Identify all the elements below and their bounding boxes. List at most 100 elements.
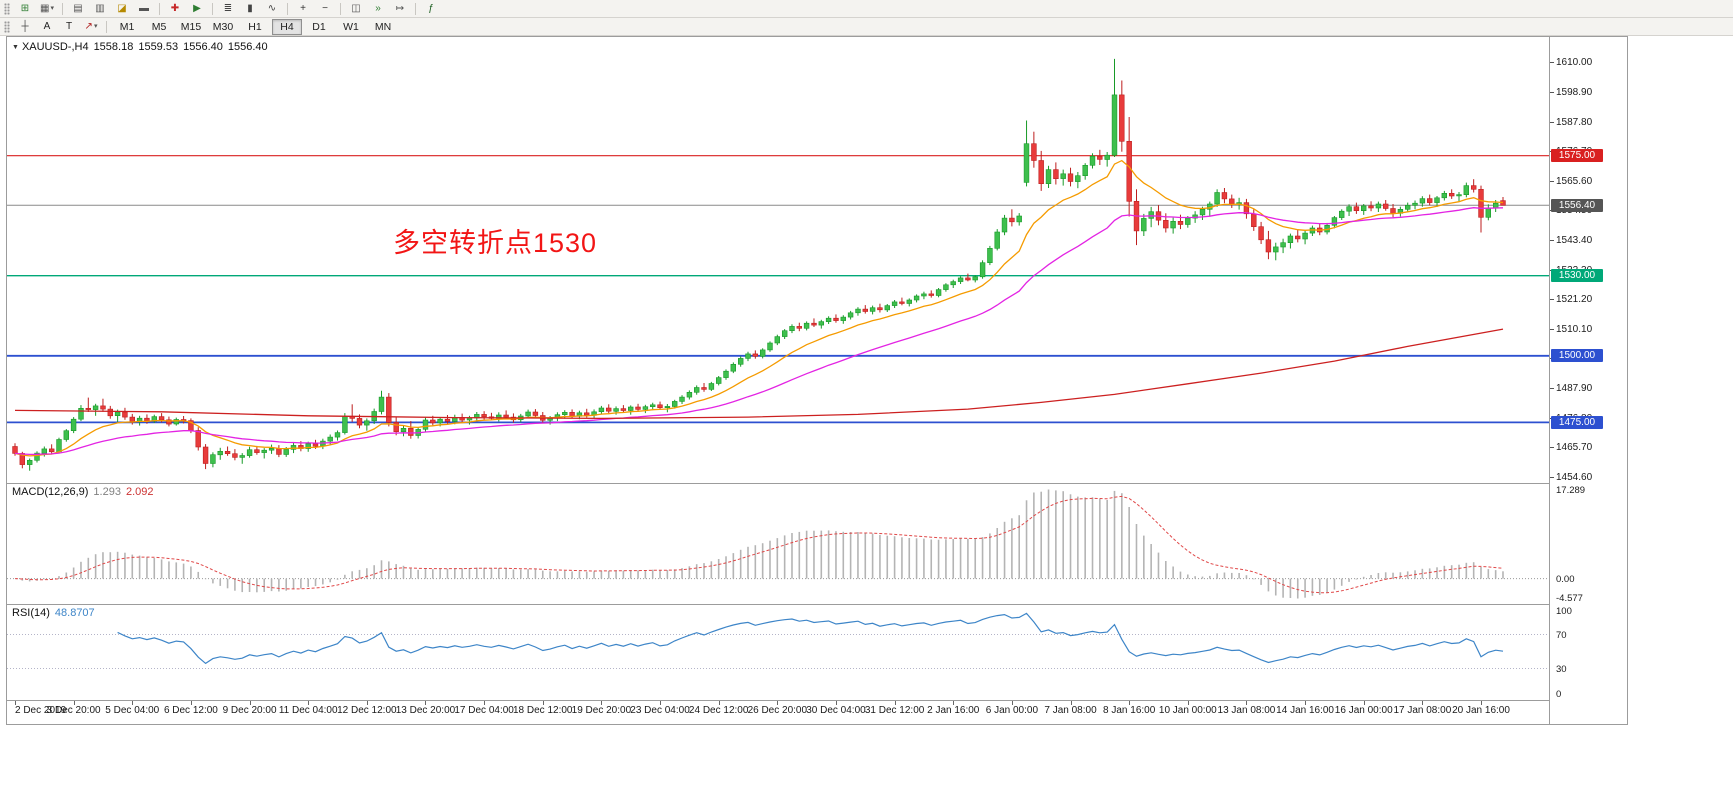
- price-axis[interactable]: 1610.001598.901587.801576.701565.601554.…: [1549, 37, 1627, 724]
- zoom-out-icon[interactable]: −: [322, 2, 328, 14]
- time-axis-label: 13 Jan 08:00: [1217, 705, 1276, 716]
- arrows-tool[interactable]: ↗ ▾: [84, 20, 98, 32]
- collapse-triangle-icon[interactable]: ▼: [12, 44, 19, 51]
- profiles-icon[interactable]: ▦ ▾: [40, 2, 54, 14]
- text-tool[interactable]: A: [43, 20, 51, 32]
- price-tick-label: 1565.60: [1556, 175, 1593, 187]
- price-level-badge[interactable]: 1530.00: [1551, 269, 1603, 282]
- price-tick-mark: [1550, 329, 1554, 330]
- time-tick: [777, 701, 779, 705]
- time-axis-label: 14 Jan 16:00: [1276, 705, 1334, 716]
- rsi-canvas[interactable]: [7, 605, 1549, 700]
- macd-axis-label: 17.289: [1556, 485, 1586, 496]
- navigator-icon[interactable]: ◪: [117, 2, 127, 14]
- standard-toolbar-icons: ⊞ ▦ ▾ ▤ ▥ ◪ ▬ ✚ ▶ ≣ ▮ ∿ + − ◫ » ↦ ƒ: [14, 1, 442, 17]
- chevron-down-icon: ▾: [50, 4, 54, 12]
- rsi-panel[interactable]: RSI(14) 48.8707: [7, 605, 1549, 701]
- terminal-icon[interactable]: ▬: [139, 2, 149, 14]
- time-axis-label: 2 Jan 16:00: [927, 705, 980, 716]
- timeframe-button-h4[interactable]: H4: [272, 18, 302, 35]
- price-tick-label: 1454.60: [1556, 471, 1593, 483]
- price-level-badge[interactable]: 1500.00: [1551, 349, 1603, 362]
- time-axis-label: 26 Dec 20:00: [747, 705, 808, 716]
- toolbar-separator: [340, 2, 341, 15]
- macd-axis-label: -4.577: [1556, 593, 1583, 604]
- toolbar-separator: [212, 2, 213, 15]
- rsi-axis-label: 70: [1556, 629, 1567, 641]
- time-axis-label: 8 Jan 16:00: [1103, 705, 1156, 716]
- time-axis[interactable]: 2 Dec 2019 3 Dec 20:00 5 Dec 04:00 6 Dec 12…: [7, 701, 1549, 723]
- time-axis-label: 13 Dec 20:00: [395, 705, 456, 716]
- macd-name: MACD(12,26,9): [12, 486, 89, 498]
- zoom-in-icon[interactable]: +: [300, 2, 306, 14]
- time-tick: [601, 701, 603, 705]
- time-tick: [542, 701, 544, 705]
- price-level-badge[interactable]: 1575.00: [1551, 149, 1603, 162]
- macd-main-value: 1.293: [93, 486, 121, 498]
- chart-annotation-text[interactable]: 多空转折点1530: [393, 228, 598, 258]
- candlestick-chart-icon[interactable]: ▮: [247, 2, 253, 14]
- auto-scroll-icon[interactable]: »: [375, 2, 381, 14]
- new-chart-icon[interactable]: ⊞: [20, 2, 30, 14]
- macd-axis-label: 0.00: [1556, 573, 1575, 585]
- time-axis-label: 31 Dec 12:00: [864, 705, 925, 716]
- toolbar-grip[interactable]: [4, 2, 10, 15]
- time-tick: [132, 701, 134, 705]
- market-watch-icon[interactable]: ▤: [73, 2, 83, 14]
- new-order-icon[interactable]: ✚: [170, 2, 180, 14]
- chart-window: ▼ XAUUSD-,H4 1558.18 1559.53 1556.40 1556.40 …: [6, 36, 1628, 725]
- crosshair-tool[interactable]: ┼: [21, 20, 29, 32]
- price-tick-mark: [1550, 92, 1554, 93]
- time-tick: [249, 701, 251, 705]
- price-tick-mark: [1550, 299, 1554, 300]
- tile-windows-icon[interactable]: ◫: [351, 2, 361, 14]
- rsi-value: 48.8707: [54, 607, 95, 619]
- timeframe-button-m15[interactable]: M15: [180, 20, 202, 33]
- time-tick: [1246, 701, 1248, 705]
- bar-chart-icon[interactable]: ≣: [223, 2, 233, 14]
- time-tick: [1481, 701, 1482, 705]
- price-tick-label: 1465.70: [1556, 442, 1593, 454]
- timeframe-button-d1[interactable]: D1: [312, 20, 326, 33]
- macd-label: MACD(12,26,9) 1.293 2.092: [12, 486, 158, 498]
- rsi-axis-label: 30: [1556, 663, 1567, 675]
- timeframe-button-m1[interactable]: M1: [119, 20, 135, 33]
- time-tick: [1187, 701, 1189, 705]
- time-axis-label: 5 Dec 04:00: [105, 705, 160, 716]
- time-tick: [1011, 701, 1013, 705]
- time-tick: [835, 701, 837, 705]
- macd-canvas[interactable]: [7, 484, 1549, 604]
- charts-toolbar: ┼ A T ↗ ▾ M1 M5 M15 M30 H1 H4 D1 W1 MN: [0, 18, 1733, 36]
- timeframe-button-m5[interactable]: M5: [151, 20, 167, 33]
- toolbar-grip[interactable]: [4, 20, 10, 33]
- data-window-icon[interactable]: ▥: [95, 2, 105, 14]
- price-tick-mark: [1550, 477, 1554, 478]
- time-axis-label: 12 Dec 12:00: [337, 705, 397, 716]
- timeframe-button-mn[interactable]: MN: [374, 20, 392, 33]
- line-chart-icon[interactable]: ∿: [267, 2, 277, 14]
- price-chart-canvas[interactable]: [7, 37, 1549, 483]
- price-level-badge[interactable]: 1556.40: [1551, 199, 1603, 212]
- time-tick: [1129, 701, 1131, 705]
- autotrading-icon[interactable]: ▶: [193, 2, 201, 14]
- time-tick: [1363, 701, 1365, 705]
- rsi-axis-label: 100: [1556, 606, 1572, 617]
- timeframe-button-h1[interactable]: H1: [248, 20, 262, 33]
- rsi-label: RSI(14) 48.8707: [12, 607, 100, 619]
- macd-panel[interactable]: MACD(12,26,9) 1.293 2.092: [7, 484, 1549, 605]
- rsi-name: RSI(14): [12, 607, 50, 619]
- time-axis-label: 23 Dec 04:00: [630, 705, 690, 716]
- timeframe-button-w1[interactable]: W1: [343, 20, 359, 33]
- price-tick-label: 1543.40: [1556, 234, 1593, 246]
- time-axis-label: 20 Jan 16:00: [1452, 705, 1510, 716]
- toolbar-separator: [159, 2, 160, 15]
- timeframe-button-m30[interactable]: M30: [212, 20, 234, 33]
- chart-shift-icon[interactable]: ↦: [395, 2, 405, 14]
- price-level-badge[interactable]: 1475.00: [1551, 416, 1603, 429]
- time-tick: [484, 701, 486, 705]
- time-tick: [308, 701, 310, 705]
- indicators-icon[interactable]: ƒ: [428, 2, 434, 14]
- text-label-tool[interactable]: T: [65, 20, 73, 32]
- main-chart-panel[interactable]: ▼ XAUUSD-,H4 1558.18 1559.53 1556.40 1556.40 …: [7, 37, 1549, 484]
- price-tick-mark: [1550, 240, 1554, 241]
